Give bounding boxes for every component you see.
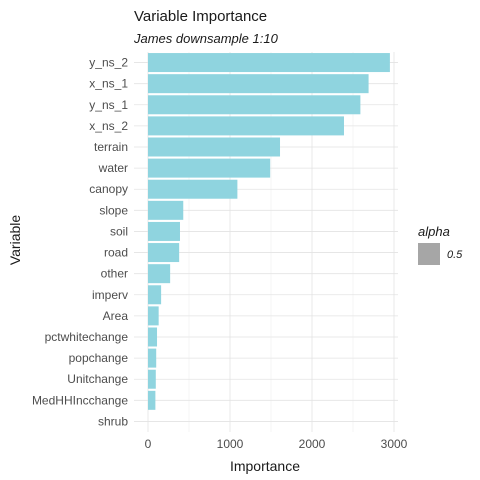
y-tick-label: x_ns_1 <box>89 77 128 91</box>
y-tick-label: MedHHIncchange <box>32 393 128 407</box>
y-tick-label: pctwhitechange <box>45 330 129 344</box>
bar-y_ns_2 <box>148 53 390 73</box>
x-tick-labels: 0 1000 2000 3000 <box>145 437 408 451</box>
y-tick-label: Unitchange <box>67 372 128 386</box>
y-tick-label: other <box>101 267 128 281</box>
y-axis-title: Variable <box>7 215 23 266</box>
y-tick-label: road <box>104 246 128 260</box>
x-tick-label: 3000 <box>381 437 408 451</box>
y-tick-label: Area <box>103 309 129 323</box>
bar-imperv <box>148 285 162 305</box>
bar-y_ns_1 <box>148 95 361 115</box>
bar-other <box>148 264 171 284</box>
legend-title: alpha <box>418 224 450 239</box>
y-tick-label: soil <box>110 224 128 238</box>
bar-MedHHIncchange <box>148 390 156 410</box>
bar-popchange <box>148 348 157 368</box>
chart-subtitle: James downsample 1:10 <box>133 31 279 46</box>
legend-label: 0.5 <box>447 249 463 261</box>
y-tick-label: shrub <box>98 414 128 428</box>
x-tick-label: 0 <box>145 437 152 451</box>
y-tick-label: y_ns_2 <box>89 56 128 70</box>
y-tick-label: popchange <box>69 351 129 365</box>
bar-terrain <box>148 137 281 157</box>
y-tick-label: terrain <box>94 140 128 154</box>
y-tick-label: water <box>98 161 128 175</box>
y-tick-label: y_ns_1 <box>89 98 128 112</box>
bar-pctwhitechange <box>148 327 158 347</box>
bar-water <box>148 158 271 178</box>
bar-canopy <box>148 179 238 199</box>
y-tick-label: canopy <box>89 182 128 196</box>
bars-group <box>148 53 390 410</box>
legend-key <box>418 243 440 265</box>
x-tick-label: 2000 <box>299 437 326 451</box>
x-tick-label: 1000 <box>217 437 244 451</box>
chart-title: Variable Importance <box>134 8 267 25</box>
legend: alpha 0.5 <box>418 224 463 265</box>
bar-x_ns_2 <box>148 116 344 136</box>
y-tick-label: x_ns_2 <box>89 119 128 133</box>
x-axis-title: Importance <box>230 458 300 474</box>
bar-Unitchange <box>148 369 156 389</box>
y-tick-label: imperv <box>92 288 128 302</box>
bar-soil <box>148 221 180 241</box>
bar-road <box>148 243 180 263</box>
bar-slope <box>148 200 184 220</box>
y-tick-label: slope <box>99 203 128 217</box>
bar-Area <box>148 306 159 326</box>
bar-x_ns_1 <box>148 74 369 94</box>
